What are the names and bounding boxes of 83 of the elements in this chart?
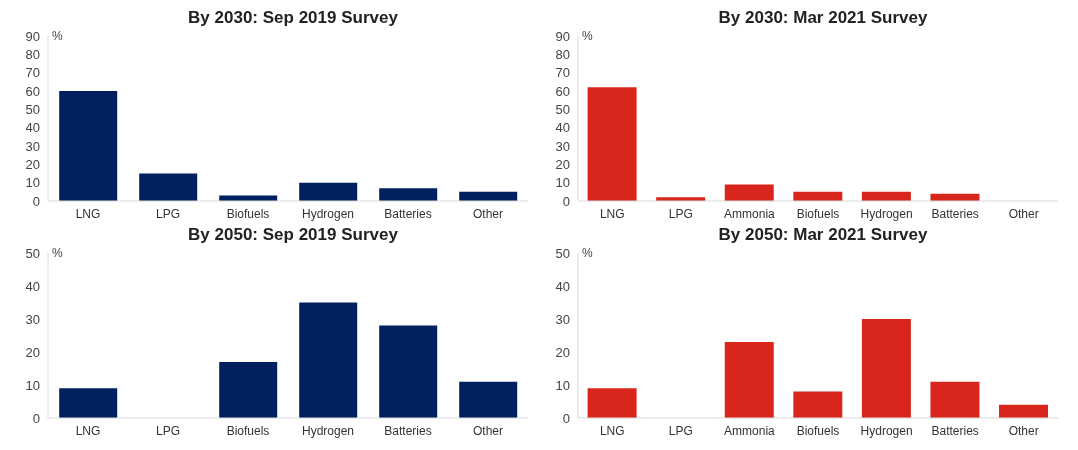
y-tick-label: 80 <box>555 46 570 62</box>
x-tick-label: Batteries <box>384 423 432 438</box>
y-tick-label: 20 <box>25 344 40 360</box>
y-tick-label: 40 <box>25 278 40 294</box>
bar <box>861 319 911 418</box>
bar <box>299 302 358 418</box>
x-tick-label: Hydrogen <box>860 423 913 438</box>
y-tick-label: 0 <box>562 193 570 209</box>
x-tick-label: Biofuels <box>796 423 840 438</box>
x-tick-label: Ammonia <box>724 423 776 438</box>
y-tick-label: 60 <box>555 83 570 99</box>
y-tick-label: 40 <box>25 120 40 136</box>
bar <box>139 173 198 201</box>
y-tick-label: 50 <box>555 245 570 261</box>
y-tick-label: 60 <box>25 83 40 99</box>
y-axis-title: % <box>52 29 63 43</box>
bar <box>299 182 358 201</box>
y-tick-label: 10 <box>555 175 570 191</box>
chart-title: By 2030: Sep 2019 Survey <box>187 8 399 29</box>
bar <box>219 361 278 418</box>
bar <box>930 381 980 418</box>
x-tick-label: Other <box>472 423 504 438</box>
x-tick-label: Biofuels <box>226 423 270 438</box>
y-tick-label: 40 <box>555 120 570 136</box>
x-tick-label: LNG <box>599 206 625 221</box>
x-tick-label: Hydrogen <box>301 206 355 221</box>
x-tick-label: LNG <box>75 423 101 438</box>
y-axis-title: % <box>52 246 63 260</box>
y-tick-label: 20 <box>555 344 570 360</box>
y-tick-label: 50 <box>555 101 570 117</box>
y-tick-label: 10 <box>25 175 40 191</box>
bar <box>793 391 843 418</box>
bar <box>379 188 438 201</box>
bar <box>459 381 518 418</box>
x-tick-label: Batteries <box>384 206 432 221</box>
x-tick-label: LNG <box>599 423 625 438</box>
x-tick-label: Other <box>1008 423 1039 438</box>
y-tick-label: 30 <box>555 311 570 327</box>
y-tick-label: 90 <box>555 28 570 44</box>
x-tick-label: Hydrogen <box>301 423 355 438</box>
x-tick-label: LPG <box>155 206 181 221</box>
x-tick-label: Hydrogen <box>860 206 913 221</box>
bar <box>724 184 774 201</box>
x-tick-label: Biofuels <box>796 206 840 221</box>
bar <box>379 325 438 418</box>
x-tick-label: Ammonia <box>724 206 776 221</box>
y-tick-label: 30 <box>25 311 40 327</box>
y-tick-label: 30 <box>555 138 570 154</box>
chart-title: By 2050: Mar 2021 Survey <box>717 225 929 246</box>
x-tick-label: LPG <box>668 423 693 438</box>
x-tick-label: LPG <box>155 423 181 438</box>
y-tick-label: 20 <box>555 156 570 172</box>
y-tick-label: 50 <box>25 245 40 261</box>
x-tick-label: Batteries <box>931 423 979 438</box>
chart-title: By 2050: Sep 2019 Survey <box>187 225 399 246</box>
x-tick-label: Batteries <box>931 206 979 221</box>
chart-title: By 2030: Mar 2021 Survey <box>717 8 929 29</box>
y-tick-label: 40 <box>555 278 570 294</box>
y-tick-label: 70 <box>555 65 570 81</box>
y-tick-label: 0 <box>32 193 40 209</box>
x-tick-label: Other <box>472 206 504 221</box>
x-tick-label: Other <box>1008 206 1039 221</box>
y-tick-label: 0 <box>562 410 570 426</box>
y-tick-label: 50 <box>25 101 40 117</box>
y-tick-label: 10 <box>25 377 40 393</box>
y-tick-label: 80 <box>25 46 40 62</box>
y-tick-label: 70 <box>25 65 40 81</box>
bar <box>587 388 637 418</box>
y-axis-title: % <box>582 246 593 260</box>
y-tick-label: 0 <box>32 410 40 426</box>
bar <box>587 87 637 201</box>
x-tick-label: LPG <box>668 206 693 221</box>
y-tick-label: 10 <box>555 377 570 393</box>
y-tick-label: 20 <box>25 156 40 172</box>
bar <box>999 404 1049 418</box>
bar <box>59 388 118 418</box>
x-tick-label: Biofuels <box>226 206 270 221</box>
y-tick-label: 90 <box>25 28 40 44</box>
y-tick-label: 30 <box>25 138 40 154</box>
x-tick-label: LNG <box>75 206 101 221</box>
y-axis-title: % <box>582 29 593 43</box>
bar <box>59 91 118 201</box>
bar <box>724 342 774 418</box>
